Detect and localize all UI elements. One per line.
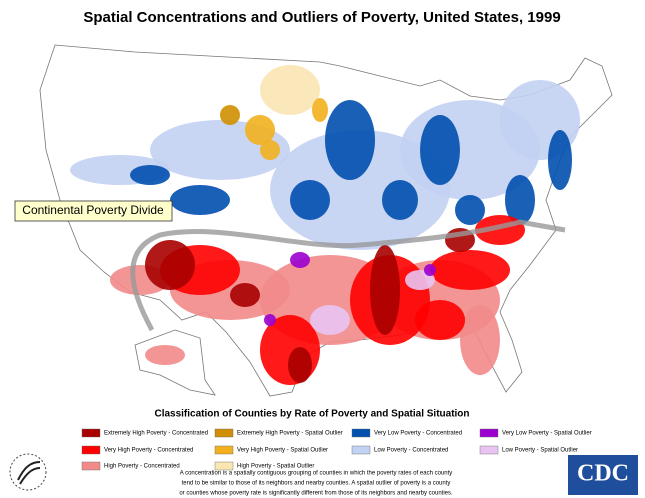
legend-title: Classification of Counties by Rate of Po… [154,409,469,420]
legend-label: Very Low Poverty - Spatial Outlier [502,431,592,437]
legend-label: High Poverty - Spatial Outlier [237,464,314,470]
county-region [505,175,535,225]
county-region [460,305,500,375]
county-region [420,115,460,185]
county-region [130,165,170,185]
cdc-logo [568,455,638,495]
legend-label: High Poverty - Concentrated [104,464,180,470]
divide-line [130,219,566,332]
county-region [370,245,400,335]
legend-swatch [351,445,371,455]
cdc-logo-text: CDC [577,461,629,487]
county-region [288,347,312,383]
county-region [415,300,465,340]
county-region [145,345,185,365]
footnote-line: or counties whose poverty rate is signif… [179,491,453,497]
annotation: Continental Poverty Divide [22,203,164,217]
county-region [260,65,320,115]
county-region [310,305,350,335]
county-region [382,180,418,220]
county-region [430,250,510,290]
county-region [230,283,260,307]
legend-label: Very High Poverty - Spatial Outlier [237,448,328,454]
county-region [548,130,572,190]
legend-swatch [81,428,101,438]
county-region [260,140,280,160]
legend-swatch [81,445,101,455]
annotation-box [14,200,173,222]
county-region [290,180,330,220]
footnote-line: A concentration is a spatially contiguou… [180,471,453,477]
county-region [312,98,328,122]
legend-swatch [214,428,234,438]
footnote-line: tend to be similar to those of its neigh… [182,481,451,487]
county-region [220,105,240,125]
county-region [245,115,275,145]
county-region [325,100,375,180]
county-region [455,195,485,225]
legend-label: Extremely High Poverty - Concentrated [104,431,208,437]
county-region [424,264,436,276]
county-region [290,252,310,268]
legend-swatch [351,428,371,438]
county-region [145,240,195,290]
map [39,44,613,397]
legend-label: Very High Poverty - Concentrated [104,448,193,454]
legend: Extremely High Poverty - Concentrated Ver… [81,428,592,471]
legend-swatch [214,445,234,455]
legend-label: Low Poverty - Concentrated [374,448,448,454]
county-region [264,314,276,326]
hhs-logo [9,453,47,491]
legend-swatch [214,461,234,471]
legend-label: Very Low Poverty - Concentrated [374,431,462,437]
legend-label: Extremely High Poverty - Spatial Outlier [237,431,343,437]
legend-swatch [479,428,499,438]
legend-swatch [81,461,101,471]
county-region [170,185,230,215]
legend-label: Low Poverty - Spatial Outlier [502,448,578,454]
legend-swatch [479,445,499,455]
title: Spatial Concentrations and Outliers of P… [83,9,560,26]
